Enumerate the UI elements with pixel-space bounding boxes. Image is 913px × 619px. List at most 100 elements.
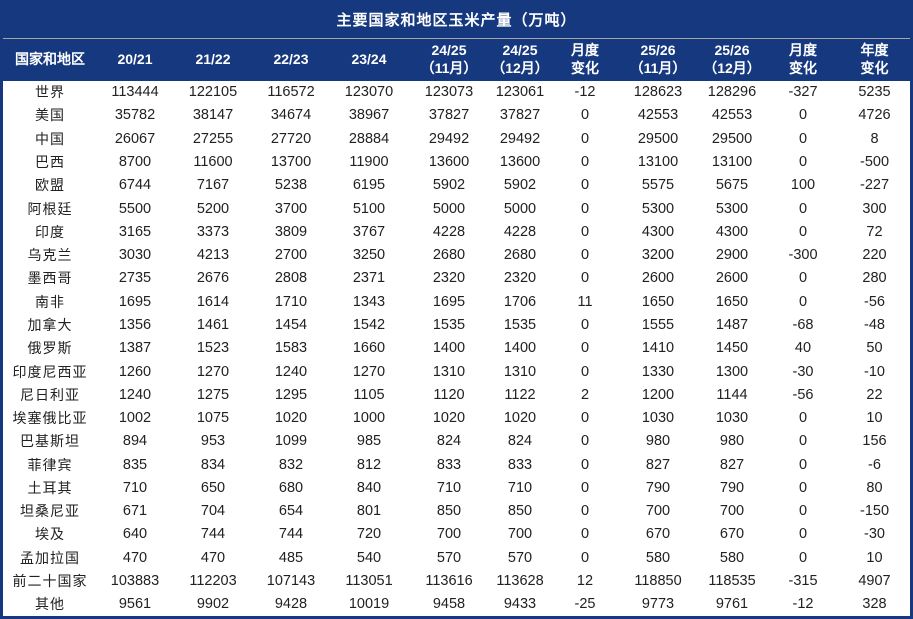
column-header-9: 25/26 （12月） (697, 38, 767, 81)
cell: 3250 (352, 247, 386, 264)
cell: 0 (580, 153, 590, 170)
cell: 790 (719, 479, 745, 496)
cell: 1356 (118, 316, 152, 333)
cell: 824 (507, 433, 533, 450)
cell: 654 (278, 503, 304, 520)
cell: 13600 (499, 153, 541, 170)
row-label: 土耳其 (27, 479, 73, 496)
cell: 9761 (715, 596, 749, 613)
cell: 0 (798, 503, 808, 520)
cell: 2371 (352, 270, 386, 287)
table-row: 世界 113444 122105 116572 123070 123073 123061 -1… (3, 81, 910, 104)
cell: 2676 (196, 270, 230, 287)
cell: -25 (574, 596, 596, 613)
cell: 1030 (715, 410, 749, 427)
cell: 2320 (503, 270, 537, 287)
cell: 300 (862, 200, 887, 217)
cell: 113444 (111, 84, 159, 101)
cell: 1400 (503, 340, 537, 357)
cell: 1487 (715, 316, 749, 333)
cell: 3030 (118, 247, 152, 264)
cell: 4228 (432, 223, 466, 240)
cell: 2700 (274, 247, 308, 264)
table-row: 加拿大 1356 1461 1454 1542 1535 1535 0 1555 1487 -68 -… (3, 313, 910, 336)
cell: 27720 (270, 130, 312, 147)
cell: 29500 (711, 130, 753, 147)
cell: 1002 (118, 410, 152, 427)
cell: 700 (645, 503, 671, 520)
cell: 9428 (274, 596, 308, 613)
cell: 27255 (192, 130, 234, 147)
cell: 1400 (432, 340, 466, 357)
cell: 1275 (196, 386, 230, 403)
cell: 850 (436, 503, 462, 520)
cell: 0 (798, 456, 808, 473)
cell: 670 (645, 526, 671, 543)
cell: 1260 (118, 363, 152, 380)
cell: 720 (356, 526, 382, 543)
cell: 5902 (432, 177, 466, 194)
cell: 485 (278, 549, 304, 566)
cell: 4726 (858, 107, 891, 124)
cell: 1387 (118, 340, 152, 357)
cell: 0 (798, 270, 808, 287)
cell: 9902 (196, 596, 230, 613)
cell: -48 (864, 316, 885, 333)
table-row: 欧盟 6744 7167 5238 6195 5902 5902 0 5575 5675 100 -2… (3, 174, 910, 197)
cell: 710 (436, 479, 462, 496)
table-row: 墨西哥 2735 2676 2808 2371 2320 2320 0 2600 2600 0 280 (3, 267, 910, 290)
cell: 1240 (274, 363, 308, 380)
cell: 1695 (118, 293, 152, 310)
cell: 3809 (274, 223, 308, 240)
row-label: 印度尼西亚 (12, 363, 88, 380)
cell: 1614 (196, 293, 230, 310)
cell: 35782 (114, 107, 156, 124)
cell: 0 (798, 526, 808, 543)
cell: 11600 (193, 153, 233, 170)
row-label: 俄罗斯 (27, 340, 73, 357)
cell: 1535 (503, 316, 537, 333)
cell: 827 (719, 456, 745, 473)
cell: 470 (122, 549, 148, 566)
cell: 5575 (641, 177, 675, 194)
cell: 1020 (503, 410, 537, 427)
cell: 985 (356, 433, 382, 450)
column-header-0: 国家和地区 (3, 38, 97, 81)
cell: 123061 (495, 84, 545, 101)
cell: 0 (798, 479, 808, 496)
table-row: 尼日利亚 1240 1275 1295 1105 1120 1122 2 1200 1144 -56… (3, 383, 910, 406)
header-row: 国家和地区 20/21 21/22 22/23 23/24 24/25 （11月） 24/2… (3, 38, 910, 81)
cell: 0 (580, 363, 590, 380)
cell: 156 (862, 433, 887, 450)
cell: 4300 (715, 223, 749, 240)
cell: 0 (580, 107, 590, 124)
table-row: 巴基斯坦 894 953 1099 985 824 824 0 980 980 0 156 (3, 430, 910, 453)
cell: 100 (790, 177, 816, 194)
cell: -227 (859, 177, 890, 194)
cell: 0 (798, 223, 808, 240)
cell: 37827 (428, 107, 470, 124)
cell: 2808 (274, 270, 308, 287)
cell: 34674 (270, 107, 312, 124)
cell: 4907 (858, 573, 891, 590)
cell: 4228 (503, 223, 537, 240)
cell: -30 (864, 526, 885, 543)
cell: 704 (200, 503, 226, 520)
cell: 1020 (274, 410, 308, 427)
cell: 8700 (118, 153, 152, 170)
cell: 123070 (344, 84, 394, 101)
row-label: 其他 (35, 596, 65, 613)
cell: 10 (866, 410, 883, 427)
cell: 8 (870, 130, 879, 147)
cell: 113628 (496, 573, 544, 590)
cell: 3200 (641, 247, 675, 264)
row-label: 前二十国家 (12, 573, 88, 590)
row-label: 中国 (35, 130, 65, 147)
row-label: 巴西 (35, 153, 65, 170)
cell: 2680 (432, 247, 466, 264)
table-row: 其他 9561 9902 9428 10019 9458 9433 -25 9773 9761 -1… (3, 593, 910, 616)
column-header-4: 23/24 (329, 38, 409, 81)
table-row: 土耳其 710 650 680 840 710 710 0 790 790 0 80 (3, 476, 910, 499)
cell: 671 (122, 503, 148, 520)
